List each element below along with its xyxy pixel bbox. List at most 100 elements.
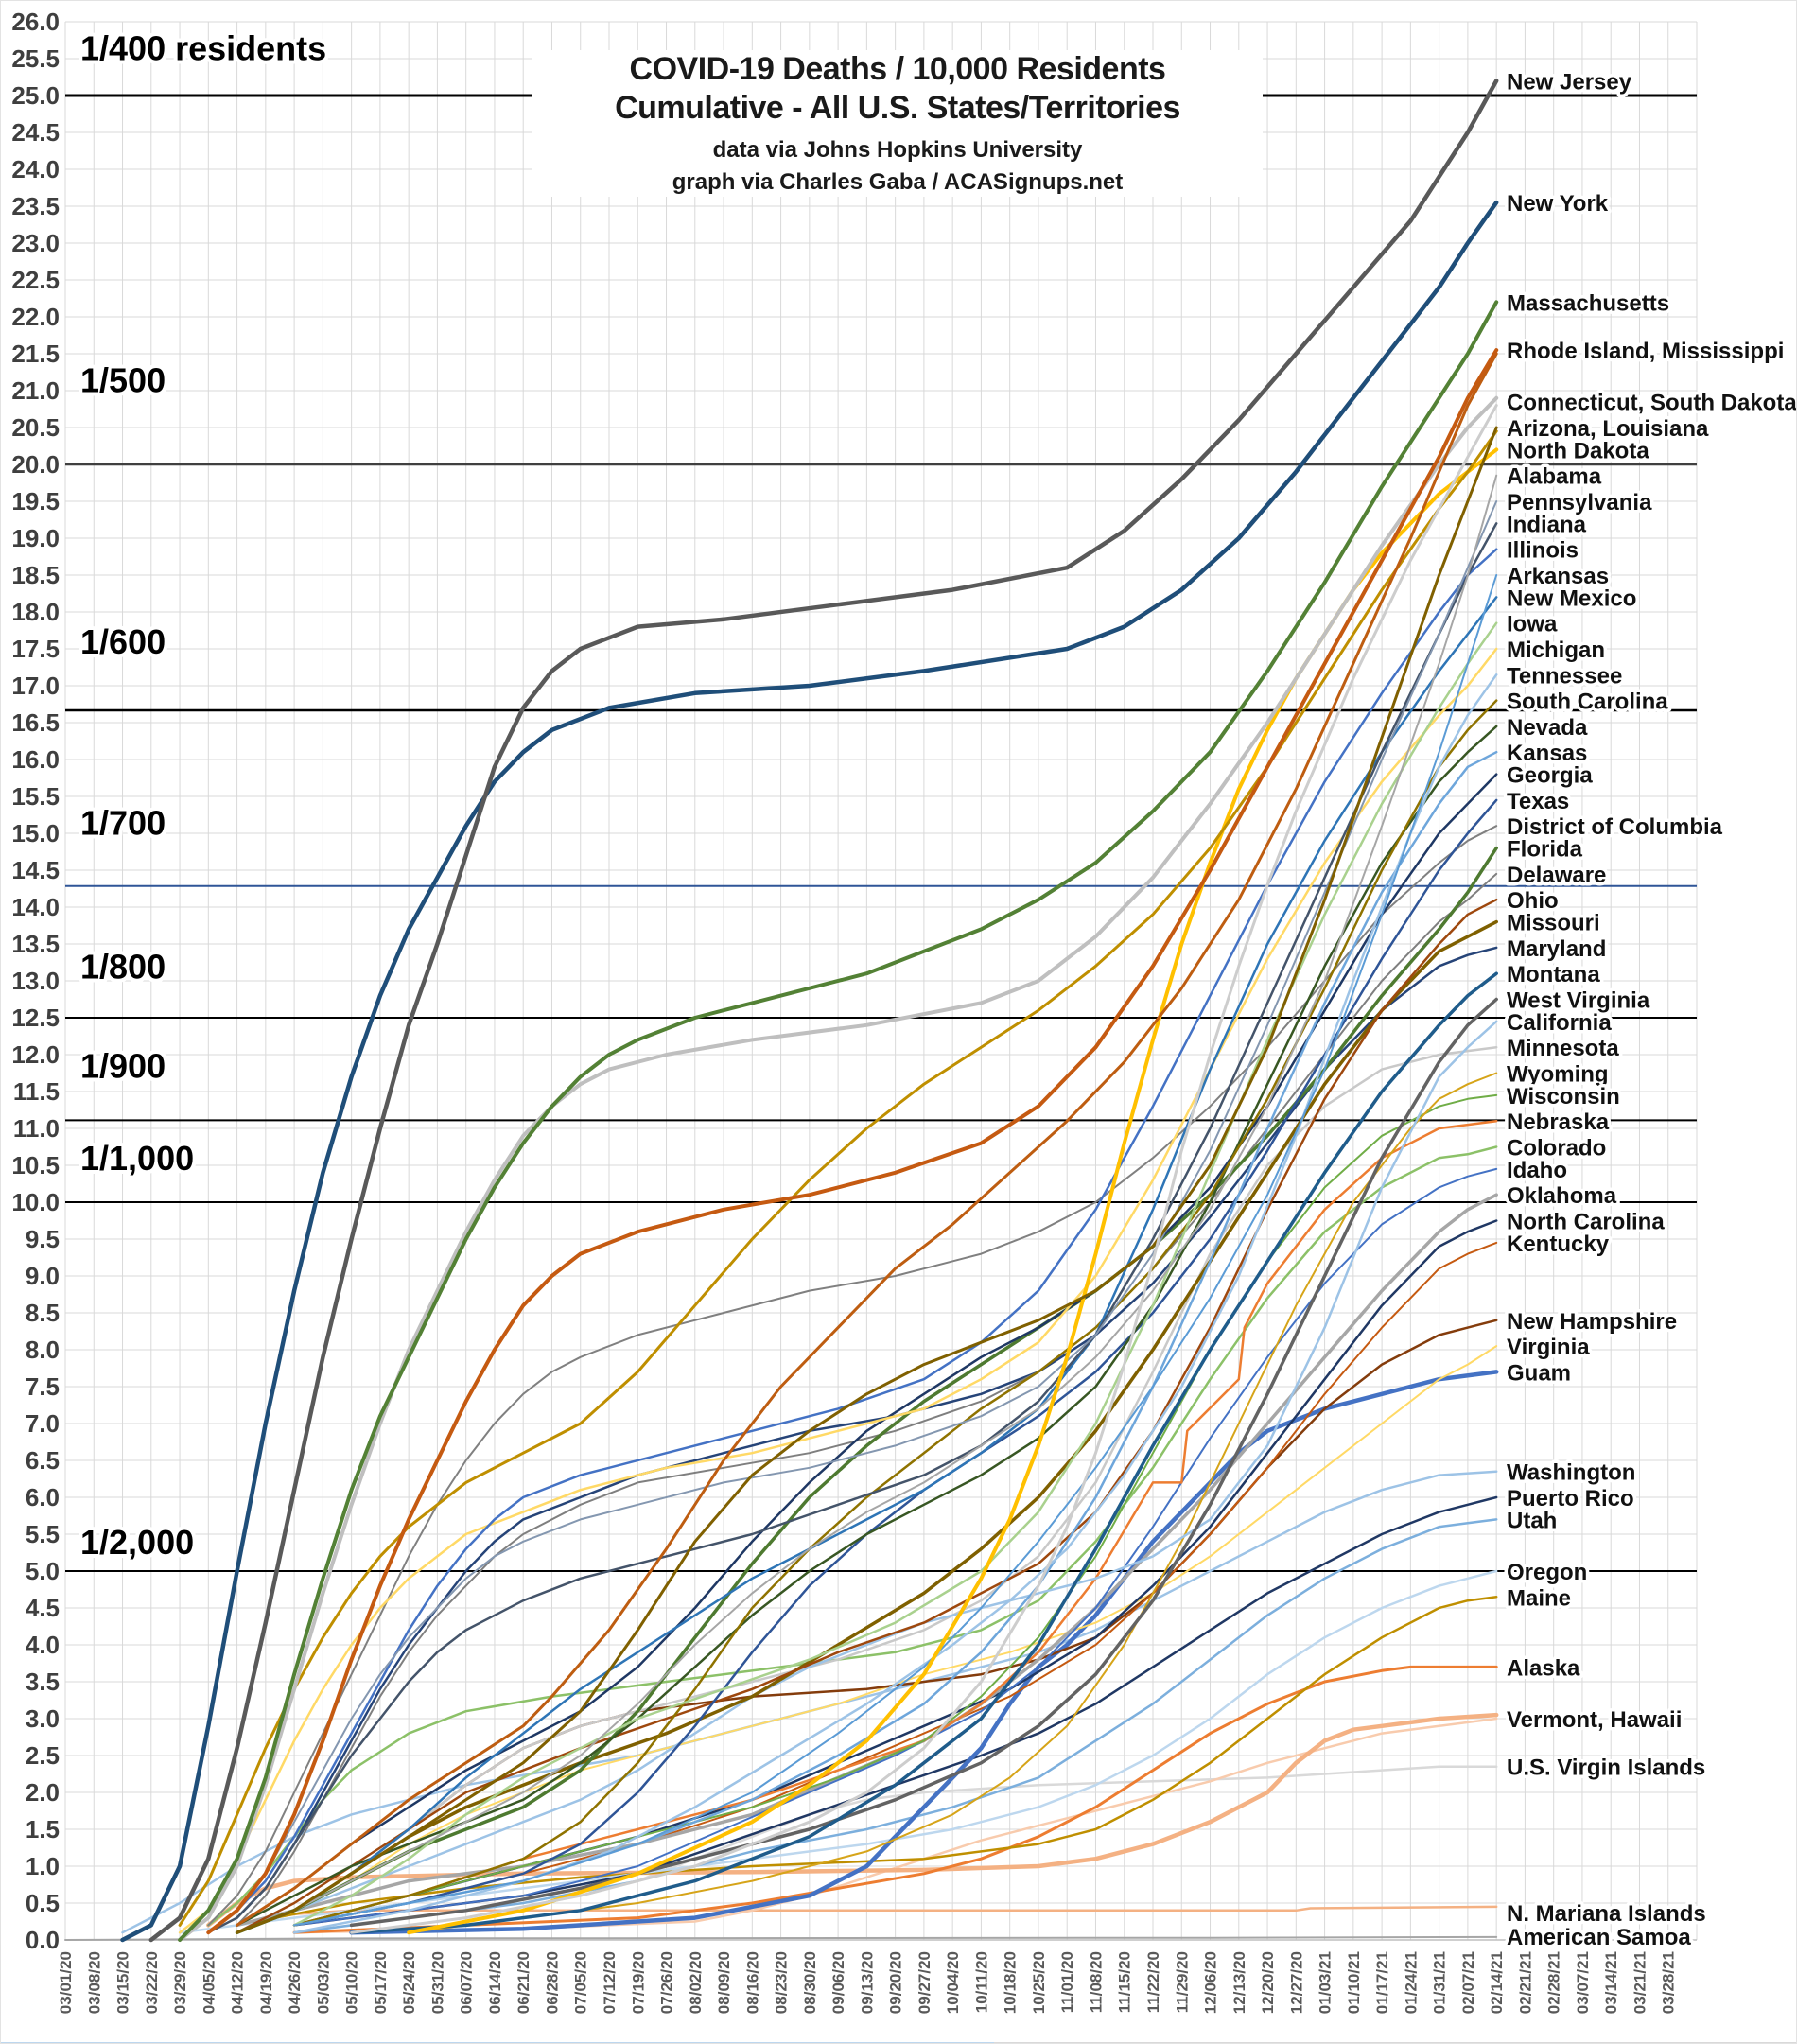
y-tick-label: 20.5 bbox=[11, 413, 60, 442]
ratio-label-1-900: 1/900 bbox=[80, 1047, 166, 1086]
state-label-oklahoma: Oklahoma bbox=[1507, 1183, 1617, 1209]
state-label-idaho: Idaho bbox=[1507, 1158, 1567, 1183]
series-line-district-of-columbia bbox=[207, 825, 1498, 1927]
chart-credit: graph via Charles Gaba / ACASignups.net bbox=[672, 169, 1124, 195]
series-line-american-samoa bbox=[64, 1935, 1498, 1941]
series-line-mississippi bbox=[236, 352, 1498, 1927]
x-tick-label: 02/14/21 bbox=[1488, 1951, 1506, 2014]
y-tick-label: 15.5 bbox=[11, 782, 60, 811]
x-tick-label: 01/10/21 bbox=[1345, 1951, 1363, 2014]
y-tick-label: 17.0 bbox=[11, 672, 60, 700]
x-tick-label: 06/28/20 bbox=[543, 1951, 561, 2014]
y-tick-label: 22.5 bbox=[11, 266, 60, 294]
ratio-label-1-400-residents: 1/400 residents bbox=[80, 28, 326, 67]
state-label-utah: Utah bbox=[1507, 1508, 1557, 1533]
state-label-indiana: Indiana bbox=[1507, 512, 1587, 537]
x-tick-label: 05/17/20 bbox=[372, 1951, 390, 2014]
series-line-new-mexico bbox=[236, 596, 1498, 1934]
chart-title-line2: Cumulative - All U.S. States/Territories bbox=[615, 90, 1180, 126]
y-tick-label: 24.0 bbox=[11, 155, 60, 183]
x-tick-label: 03/07/21 bbox=[1574, 1951, 1592, 2014]
window-edge-right bbox=[994, 2042, 1796, 2043]
y-tick-label: 16.5 bbox=[11, 708, 60, 737]
state-label-district-of-columbia: District of Columbia bbox=[1507, 814, 1723, 840]
state-label-oregon: Oregon bbox=[1507, 1560, 1587, 1585]
y-tick-label: 8.5 bbox=[26, 1299, 60, 1327]
y-tick-label: 0.0 bbox=[26, 1926, 60, 1954]
x-tick-label: 03/29/20 bbox=[171, 1951, 189, 2014]
series-line-oregon bbox=[178, 1569, 1498, 1934]
chart-title-line1: COVID-19 Deaths / 10,000 Residents bbox=[629, 51, 1166, 87]
series-line-arkansas bbox=[293, 574, 1498, 1927]
series-line-iowa bbox=[292, 621, 1498, 1927]
state-label-maryland: Maryland bbox=[1507, 936, 1606, 962]
x-tick-label: 08/02/20 bbox=[687, 1951, 705, 2014]
state-label-alaska: Alaska bbox=[1507, 1655, 1580, 1681]
x-tick-label: 08/09/20 bbox=[715, 1951, 733, 2014]
state-label-delaware: Delaware bbox=[1507, 863, 1606, 888]
state-label-rhode-island-mississippi: Rhode Island, Mississippi bbox=[1507, 339, 1784, 364]
series-line-connecticut bbox=[178, 395, 1499, 1942]
y-tick-label: 15.0 bbox=[11, 819, 60, 847]
series-line-vermont bbox=[206, 1712, 1499, 1928]
x-tick-label: 06/07/20 bbox=[458, 1951, 476, 2014]
y-tick-label: 1.0 bbox=[26, 1852, 60, 1880]
x-tick-label: 11/01/20 bbox=[1058, 1951, 1076, 2013]
x-tick-label: 11/22/20 bbox=[1144, 1951, 1162, 2013]
series-line-washington bbox=[121, 1470, 1498, 1934]
y-axis-tick-labels: 0.0 0.5 1.0 1.5 2.0 2.5 3.0 3.5 4.0 4.5 5.0 5.5 6.0 6… bbox=[11, 8, 60, 1954]
x-tick-label: 03/08/20 bbox=[85, 1951, 103, 2014]
y-tick-label: 3.5 bbox=[26, 1668, 60, 1696]
state-label-maine: Maine bbox=[1507, 1585, 1571, 1611]
state-label-nevada: Nevada bbox=[1507, 715, 1588, 741]
y-tick-label: 2.5 bbox=[26, 1741, 60, 1770]
x-tick-label: 02/07/21 bbox=[1459, 1951, 1477, 2014]
x-tick-label: 08/23/20 bbox=[773, 1951, 791, 2014]
state-label-arizona-louisiana: Arizona, Louisiana bbox=[1507, 416, 1709, 442]
y-tick-label: 24.5 bbox=[11, 118, 60, 147]
y-tick-label: 11.0 bbox=[13, 1114, 60, 1143]
x-tick-label: 09/27/20 bbox=[916, 1951, 933, 2014]
state-label-new-hampshire: New Hampshire bbox=[1507, 1309, 1677, 1335]
series-line-colorado bbox=[207, 1145, 1498, 1927]
y-tick-label: 6.0 bbox=[26, 1483, 60, 1511]
x-tick-label: 03/01/20 bbox=[57, 1951, 75, 2014]
x-tick-label: 05/31/20 bbox=[428, 1951, 446, 2014]
x-tick-label: 03/22/20 bbox=[143, 1951, 161, 2014]
y-tick-label: 14.0 bbox=[11, 893, 60, 921]
y-tick-label: 4.0 bbox=[26, 1631, 60, 1659]
series-line-rhode-island bbox=[206, 348, 1499, 1935]
state-label-n-mariana-islands: N. Mariana Islands bbox=[1507, 1901, 1706, 1927]
x-tick-label: 12/20/20 bbox=[1259, 1951, 1277, 2014]
x-tick-label: 04/19/20 bbox=[257, 1951, 275, 2014]
x-tick-label: 11/29/20 bbox=[1173, 1951, 1191, 2013]
state-label-texas: Texas bbox=[1507, 789, 1569, 814]
y-tick-label: 4.5 bbox=[26, 1594, 60, 1622]
ratio-labels: 1/400 residents 1/500 1/600 1/700 1/800 1/900… bbox=[77, 25, 330, 1565]
ratio-label-1-2-000: 1/2,000 bbox=[80, 1523, 194, 1562]
y-tick-label: 26.0 bbox=[11, 8, 60, 36]
series-line-new-york bbox=[120, 200, 1499, 1943]
x-tick-label: 12/27/20 bbox=[1287, 1951, 1305, 2014]
x-tick-label: 10/18/20 bbox=[1002, 1951, 1020, 2014]
x-tick-label: 03/14/21 bbox=[1602, 1951, 1620, 2014]
y-tick-label: 21.5 bbox=[11, 340, 60, 368]
x-tick-label: 09/20/20 bbox=[887, 1951, 905, 2014]
y-tick-label: 9.0 bbox=[26, 1262, 60, 1290]
series-line-pennsylvania bbox=[207, 500, 1498, 1934]
series-line-north-dakota bbox=[407, 447, 1499, 1935]
x-tick-label: 03/21/21 bbox=[1631, 1951, 1649, 2014]
y-tick-label: 5.5 bbox=[26, 1520, 60, 1548]
state-label-arkansas: Arkansas bbox=[1507, 564, 1609, 589]
series-line-delaware bbox=[236, 872, 1498, 1927]
y-tick-label: 9.5 bbox=[26, 1225, 60, 1253]
y-tick-label: 13.0 bbox=[11, 967, 60, 995]
y-tick-label: 20.0 bbox=[11, 450, 60, 479]
window-edge-left bbox=[1, 2042, 994, 2043]
y-tick-label: 2.0 bbox=[26, 1778, 60, 1807]
x-tick-label: 06/14/20 bbox=[486, 1951, 504, 2014]
state-label-vermont-hawaii: Vermont, Hawaii bbox=[1507, 1707, 1682, 1733]
series-line-missouri bbox=[235, 919, 1498, 1934]
x-axis-tick-labels: 03/01/20 03/08/20 03/15/20 03/22/20 03/29/20… bbox=[57, 1951, 1678, 2014]
